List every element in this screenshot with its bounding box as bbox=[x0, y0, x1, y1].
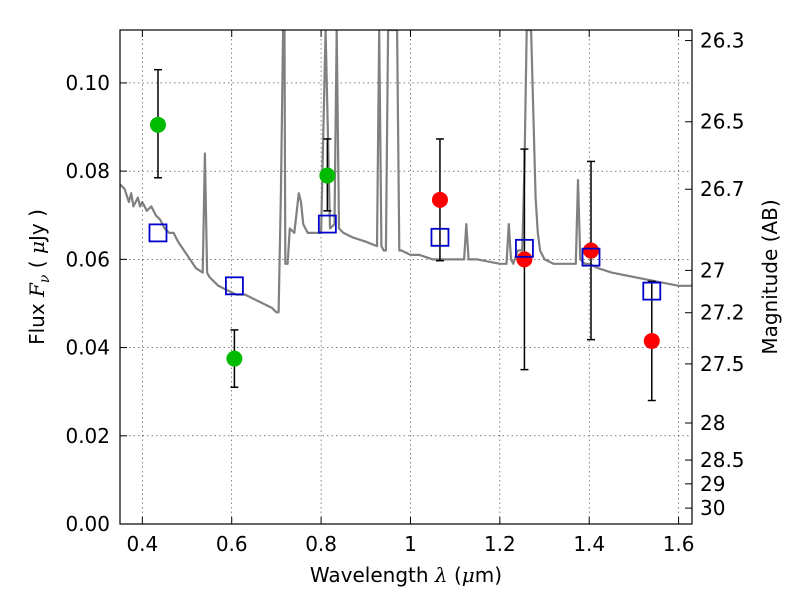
model-spectrum bbox=[120, 30, 692, 314]
model-point bbox=[317, 214, 337, 234]
data-point bbox=[516, 251, 533, 268]
y-tick-label: 0.00 bbox=[65, 512, 110, 536]
model-point bbox=[581, 247, 601, 267]
axis-ticks: 0.4 0.6 0.8 1 1.2 1.4 1.6 0.00 0.02 0.04 0.06 0.08 0… bbox=[65, 29, 744, 556]
y-tick-label: 0.08 bbox=[65, 159, 110, 183]
mag-tick-label: 30 bbox=[700, 496, 725, 520]
model-point bbox=[515, 238, 534, 258]
plot-frame bbox=[119, 29, 693, 525]
x-axis-label: Wavelength λ (μm) bbox=[310, 563, 502, 587]
grid bbox=[120, 30, 692, 524]
mag-tick-label: 28.5 bbox=[700, 448, 745, 472]
model-point bbox=[148, 223, 168, 243]
mag-tick-label: 26.3 bbox=[700, 29, 745, 53]
data-point bbox=[149, 116, 166, 133]
x-tick-label: 1.4 bbox=[573, 532, 605, 556]
data-point bbox=[643, 332, 660, 349]
y-tick-label: 0.06 bbox=[65, 247, 110, 271]
data-point bbox=[319, 167, 336, 184]
model-point bbox=[642, 281, 662, 301]
data-point bbox=[583, 242, 600, 259]
y-tick-label: 0.02 bbox=[65, 424, 110, 448]
mag-tick-label: 27 bbox=[700, 258, 725, 282]
mag-tick-label: 26.5 bbox=[700, 110, 745, 134]
x-tick-label: 0.8 bbox=[305, 532, 337, 556]
x-tick-label: 0.6 bbox=[216, 532, 248, 556]
mag-tick-label: 26.7 bbox=[700, 177, 745, 201]
mag-tick-label: 28 bbox=[700, 411, 725, 435]
data-point bbox=[431, 191, 448, 208]
data-point bbox=[226, 350, 243, 367]
y-axis-label: Flux Fν ( μJy ) bbox=[25, 209, 53, 345]
mag-tick-label: 27.5 bbox=[700, 352, 745, 376]
model-point bbox=[224, 276, 244, 296]
data-points bbox=[148, 68, 662, 402]
mag-tick-label: 29 bbox=[700, 472, 725, 496]
x-tick-label: 1.2 bbox=[484, 532, 516, 556]
x-tick-label: 0.4 bbox=[126, 532, 158, 556]
y-tick-label: 0.04 bbox=[65, 336, 110, 360]
y2-axis-label: Magnitude (AB) bbox=[758, 199, 782, 354]
x-tick-label: 1.6 bbox=[663, 532, 695, 556]
mag-tick-label: 27.2 bbox=[700, 301, 745, 325]
x-tick-label: 1 bbox=[404, 532, 417, 556]
model-point bbox=[430, 227, 450, 247]
y-tick-label: 0.10 bbox=[65, 71, 110, 95]
spectrum-line bbox=[120, 30, 692, 314]
